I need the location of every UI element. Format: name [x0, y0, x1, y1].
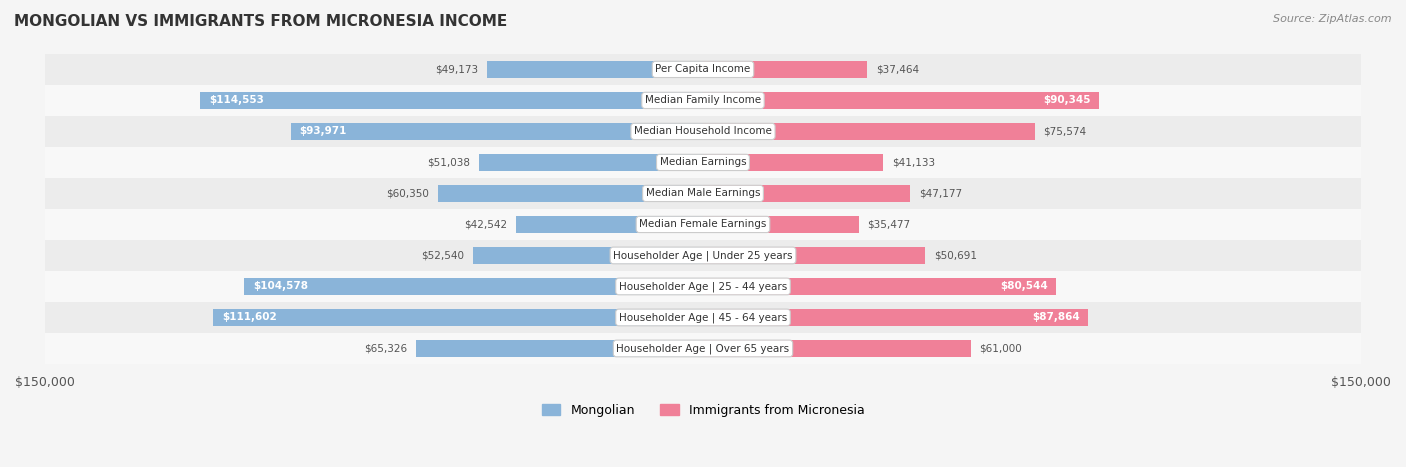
- Legend: Mongolian, Immigrants from Micronesia: Mongolian, Immigrants from Micronesia: [537, 399, 869, 422]
- Bar: [45, 178, 1361, 209]
- Text: Median Female Earnings: Median Female Earnings: [640, 219, 766, 229]
- Bar: [439, 185, 703, 202]
- Bar: [703, 123, 1035, 140]
- Bar: [45, 302, 1361, 333]
- Bar: [45, 333, 1361, 364]
- Bar: [45, 54, 1361, 85]
- Bar: [703, 247, 925, 264]
- Bar: [45, 271, 1361, 302]
- Text: $41,133: $41,133: [893, 157, 935, 168]
- Text: MONGOLIAN VS IMMIGRANTS FROM MICRONESIA INCOME: MONGOLIAN VS IMMIGRANTS FROM MICRONESIA …: [14, 14, 508, 29]
- Bar: [291, 123, 703, 140]
- Text: $35,477: $35,477: [868, 219, 911, 229]
- Text: $61,000: $61,000: [980, 343, 1022, 354]
- Bar: [214, 309, 703, 326]
- Text: Householder Age | 45 - 64 years: Householder Age | 45 - 64 years: [619, 312, 787, 323]
- Text: Householder Age | 25 - 44 years: Householder Age | 25 - 44 years: [619, 281, 787, 292]
- Bar: [45, 209, 1361, 240]
- Bar: [703, 340, 970, 357]
- Text: $87,864: $87,864: [1032, 312, 1080, 322]
- Text: $52,540: $52,540: [420, 250, 464, 261]
- Bar: [703, 216, 859, 233]
- Bar: [472, 247, 703, 264]
- Text: $75,574: $75,574: [1043, 127, 1087, 136]
- Text: $49,173: $49,173: [436, 64, 478, 74]
- Text: $37,464: $37,464: [876, 64, 920, 74]
- Text: Householder Age | Over 65 years: Householder Age | Over 65 years: [616, 343, 790, 354]
- Bar: [416, 340, 703, 357]
- Bar: [245, 278, 703, 295]
- Bar: [45, 147, 1361, 178]
- Text: $93,971: $93,971: [299, 127, 347, 136]
- Text: Median Male Earnings: Median Male Earnings: [645, 188, 761, 198]
- Text: $90,345: $90,345: [1043, 95, 1091, 106]
- Text: $80,544: $80,544: [1000, 282, 1047, 291]
- Bar: [488, 61, 703, 78]
- Text: $114,553: $114,553: [209, 95, 264, 106]
- Text: $60,350: $60,350: [387, 188, 429, 198]
- Bar: [479, 154, 703, 171]
- Text: $47,177: $47,177: [918, 188, 962, 198]
- Text: $65,326: $65,326: [364, 343, 408, 354]
- Text: $51,038: $51,038: [427, 157, 471, 168]
- Bar: [703, 185, 910, 202]
- Bar: [703, 278, 1056, 295]
- Bar: [703, 92, 1099, 109]
- Bar: [201, 92, 703, 109]
- Text: Median Family Income: Median Family Income: [645, 95, 761, 106]
- Bar: [45, 116, 1361, 147]
- Bar: [45, 85, 1361, 116]
- Text: $111,602: $111,602: [222, 312, 277, 322]
- Text: $42,542: $42,542: [464, 219, 508, 229]
- Bar: [45, 240, 1361, 271]
- Text: $104,578: $104,578: [253, 282, 308, 291]
- Bar: [703, 61, 868, 78]
- Text: Median Earnings: Median Earnings: [659, 157, 747, 168]
- Bar: [703, 309, 1088, 326]
- Text: Per Capita Income: Per Capita Income: [655, 64, 751, 74]
- Text: Median Household Income: Median Household Income: [634, 127, 772, 136]
- Bar: [703, 154, 883, 171]
- Text: Householder Age | Under 25 years: Householder Age | Under 25 years: [613, 250, 793, 261]
- Bar: [516, 216, 703, 233]
- Text: $50,691: $50,691: [934, 250, 977, 261]
- Text: Source: ZipAtlas.com: Source: ZipAtlas.com: [1274, 14, 1392, 24]
